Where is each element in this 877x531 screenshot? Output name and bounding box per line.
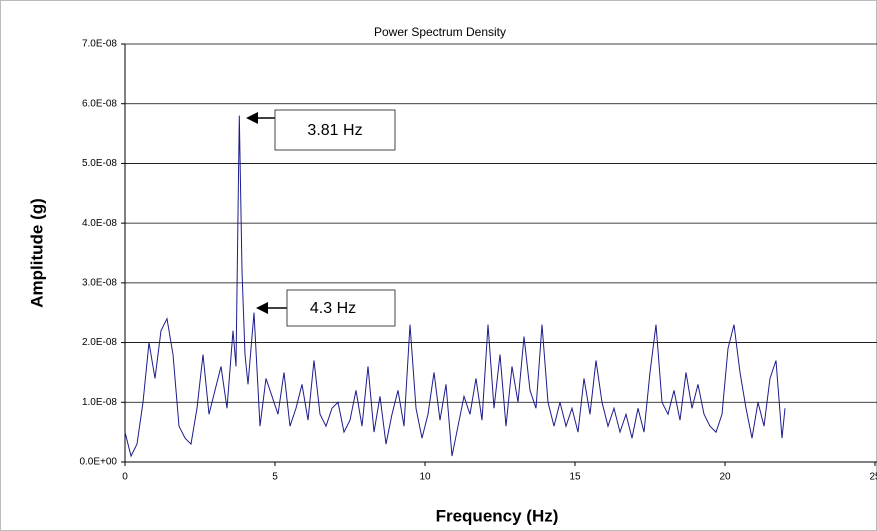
y-tick-label: 6.0E-08 [82, 98, 117, 109]
x-tick-label: 15 [569, 472, 581, 483]
y-tick-label: 4.0E-08 [82, 218, 117, 229]
x-tick-label: 5 [272, 472, 278, 483]
annotation: 4.3 Hz [256, 289, 396, 327]
x-tick-label: 25 [869, 472, 877, 483]
chart-title: Power Spectrum Density [374, 25, 506, 39]
y-tick-label: 1.0E-08 [82, 397, 117, 408]
x-tick-label: 0 [122, 472, 128, 483]
x-tick-label: 10 [419, 472, 431, 483]
annotation: 3.81 Hz [246, 109, 396, 151]
annotation-box [286, 289, 396, 327]
y-tick-label: 5.0E-08 [82, 158, 117, 169]
annotation-arrowhead [256, 302, 268, 314]
y-tick-label: 0.0E+00 [79, 457, 117, 468]
annotation-text: 4.3 Hz [310, 300, 356, 317]
y-axis-label: Amplitude (g) [27, 198, 46, 308]
annotation-arrowhead [246, 112, 258, 124]
data-line [124, 115, 786, 458]
annotation-box [274, 109, 396, 151]
y-tick-label: 3.0E-08 [82, 277, 117, 288]
y-tick-label: 7.0E-08 [82, 39, 117, 50]
x-axis-label: Frequency (Hz) [436, 506, 559, 525]
plot-area: 0.0E+00 1.0E-08 2.0E-08 3.0E-08 4.0E-08 5.0E-… [79, 39, 877, 483]
x-tick-label: 20 [719, 472, 731, 483]
annotation-text: 3.81 Hz [307, 122, 362, 139]
y-tick-label: 2.0E-08 [82, 337, 117, 348]
